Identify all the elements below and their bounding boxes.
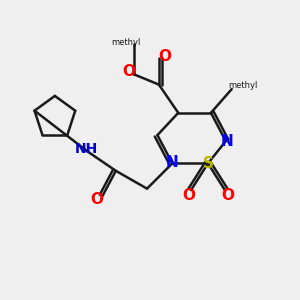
Text: O: O bbox=[221, 188, 234, 203]
Text: O: O bbox=[91, 191, 103, 206]
Text: O: O bbox=[122, 64, 135, 79]
Text: N: N bbox=[165, 155, 178, 170]
Text: O: O bbox=[158, 49, 171, 64]
Text: O: O bbox=[182, 188, 195, 203]
Text: methyl: methyl bbox=[112, 38, 141, 46]
Text: N: N bbox=[221, 134, 234, 148]
Text: NH: NH bbox=[75, 142, 98, 156]
Text: S: S bbox=[202, 156, 214, 171]
Text: methyl: methyl bbox=[228, 81, 258, 90]
